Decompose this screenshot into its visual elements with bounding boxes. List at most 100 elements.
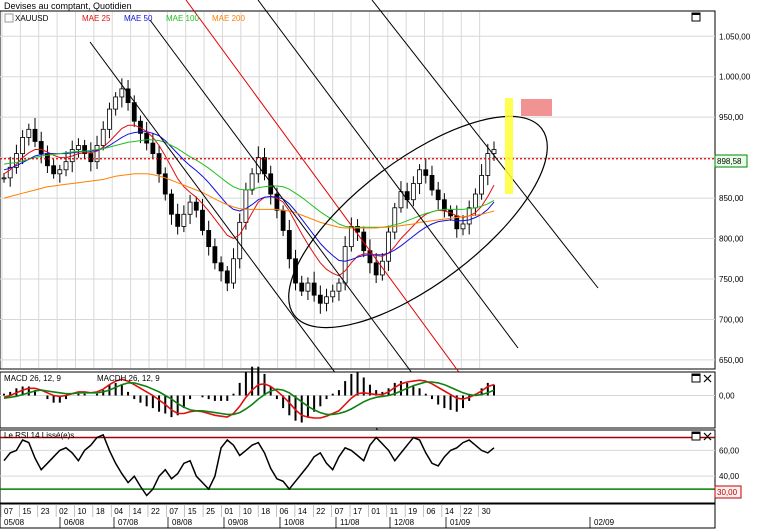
x-tick-day: 22: [316, 507, 325, 516]
legend-mae25[interactable]: MAE 25: [82, 14, 111, 23]
x-tick-day: 07: [169, 507, 178, 516]
panel-box-icon[interactable]: [691, 12, 701, 22]
x-tick-month: 05/08: [4, 518, 25, 527]
x-tick-day: 17: [353, 507, 362, 516]
candle-body: [317, 294, 323, 304]
candle-body: [51, 165, 57, 175]
candle-body: [299, 282, 305, 292]
legend-xauusd[interactable]: XAUUSD: [15, 14, 49, 23]
macd-signal-line: [3, 381, 495, 416]
candle-body: [212, 246, 218, 264]
legend-macd[interactable]: MACD 26, 12, 9: [4, 374, 61, 383]
candle-body: [460, 223, 466, 230]
candle-body: [417, 169, 422, 184]
candle-body: [57, 169, 63, 175]
rsi-line: [3, 433, 495, 497]
candle-body: [324, 296, 329, 304]
drawing-overlay: [89, 0, 599, 445]
candle-body: [144, 132, 150, 144]
candle-body: [262, 157, 267, 175]
x-tick-day: 06: [427, 507, 436, 516]
x-tick-day: 07: [4, 507, 13, 516]
x-tick-day: 02: [59, 507, 68, 516]
candle-body: [100, 128, 106, 146]
x-tick-month: 08/08: [172, 518, 193, 527]
x-axis-labels: 07 15 23 02 10 18 04 14 22 07 15 25 01 10 18 06 14 22 07 17…: [0, 504, 615, 528]
x-tick-day: 06: [280, 507, 289, 516]
legend-mae200[interactable]: MAE 200: [212, 14, 245, 23]
candle-body: [82, 145, 88, 154]
highlight-band[interactable]: [505, 98, 513, 194]
candle-body: [274, 193, 280, 211]
candle-body: [423, 169, 429, 176]
x-tick-month: 02/09: [594, 518, 615, 527]
rsi-box-icon[interactable]: [691, 431, 701, 441]
legend-rsi[interactable]: Le RSI 14 Lissé(e)s: [4, 431, 74, 440]
rsi-tick-label: 40,00: [719, 472, 740, 481]
trend-line-red[interactable]: [185, 0, 473, 391]
x-tick-day: 18: [96, 507, 105, 516]
x-tick-day: 04: [114, 507, 123, 516]
legend-mae100[interactable]: MAE 100: [166, 14, 199, 23]
target-box[interactable]: [521, 99, 552, 116]
candle-body: [491, 149, 497, 154]
candle-body: [429, 175, 435, 191]
x-tick-day: 25: [206, 507, 215, 516]
candle-body: [348, 226, 354, 248]
price-tick-label: 800,00: [719, 235, 744, 244]
candle-body: [386, 231, 391, 262]
candle-body: [38, 141, 44, 154]
candle-body: [119, 88, 125, 98]
candle-body: [249, 173, 255, 191]
macd-series: [3, 366, 495, 423]
channel-ellipse[interactable]: [257, 79, 579, 365]
price-tick-label: 750,00: [719, 275, 744, 284]
x-tick-day: 19: [408, 507, 417, 516]
candle-body: [107, 108, 112, 130]
macd-y-axis: 0,00: [719, 392, 735, 401]
candle-body: [162, 173, 168, 195]
close-icon[interactable]: [703, 432, 712, 441]
trend-channel-line[interactable]: [257, 0, 519, 349]
rsi-y-axis: 60,00 40,00: [719, 446, 740, 481]
candle-body: [336, 282, 342, 292]
mae100-line: [3, 139, 495, 228]
candle-body: [181, 213, 187, 227]
price-panel: [0, 10, 716, 370]
legend-macdh[interactable]: MACDH 26, 12, 9: [97, 374, 160, 383]
candle-body: [286, 230, 292, 260]
candle-body: [355, 226, 360, 233]
candle-body: [26, 128, 32, 138]
trend-channel-line[interactable]: [371, 0, 599, 289]
x-tick-day: 11: [390, 507, 399, 516]
candle-body: [472, 193, 478, 209]
candle-body: [14, 153, 19, 168]
window-title: Devises au comptant, Quotidien: [4, 1, 132, 11]
x-tick-day: 22: [463, 507, 472, 516]
x-tick-day: 01: [224, 507, 233, 516]
mae200-line: [3, 173, 495, 229]
price-tick-label: 1.050,00: [719, 32, 751, 41]
rsi-lower-label: 30,00: [717, 488, 738, 497]
candle-body: [175, 213, 181, 227]
candle-body: [1, 177, 7, 180]
macd-box-icon[interactable]: [691, 373, 701, 383]
candle-body: [224, 270, 230, 284]
candle-body: [435, 189, 441, 201]
candle-body: [200, 209, 205, 231]
price-tick-label: 850,00: [719, 194, 744, 203]
close-icon[interactable]: [703, 374, 712, 383]
x-tick-month: 12/08: [394, 518, 415, 527]
x-tick-month: 10/08: [284, 518, 305, 527]
x-tick-day: 15: [22, 507, 31, 516]
x-tick-day: 30: [482, 507, 491, 516]
price-grid: [0, 12, 715, 368]
legend-mae50[interactable]: MAE 50: [124, 14, 153, 23]
candle-body: [293, 258, 298, 284]
candle-body: [150, 142, 156, 154]
candle-body: [131, 102, 137, 122]
candle-body: [32, 128, 38, 142]
trend-channel-line[interactable]: [149, 19, 439, 409]
x-tick-day: 18: [261, 507, 270, 516]
